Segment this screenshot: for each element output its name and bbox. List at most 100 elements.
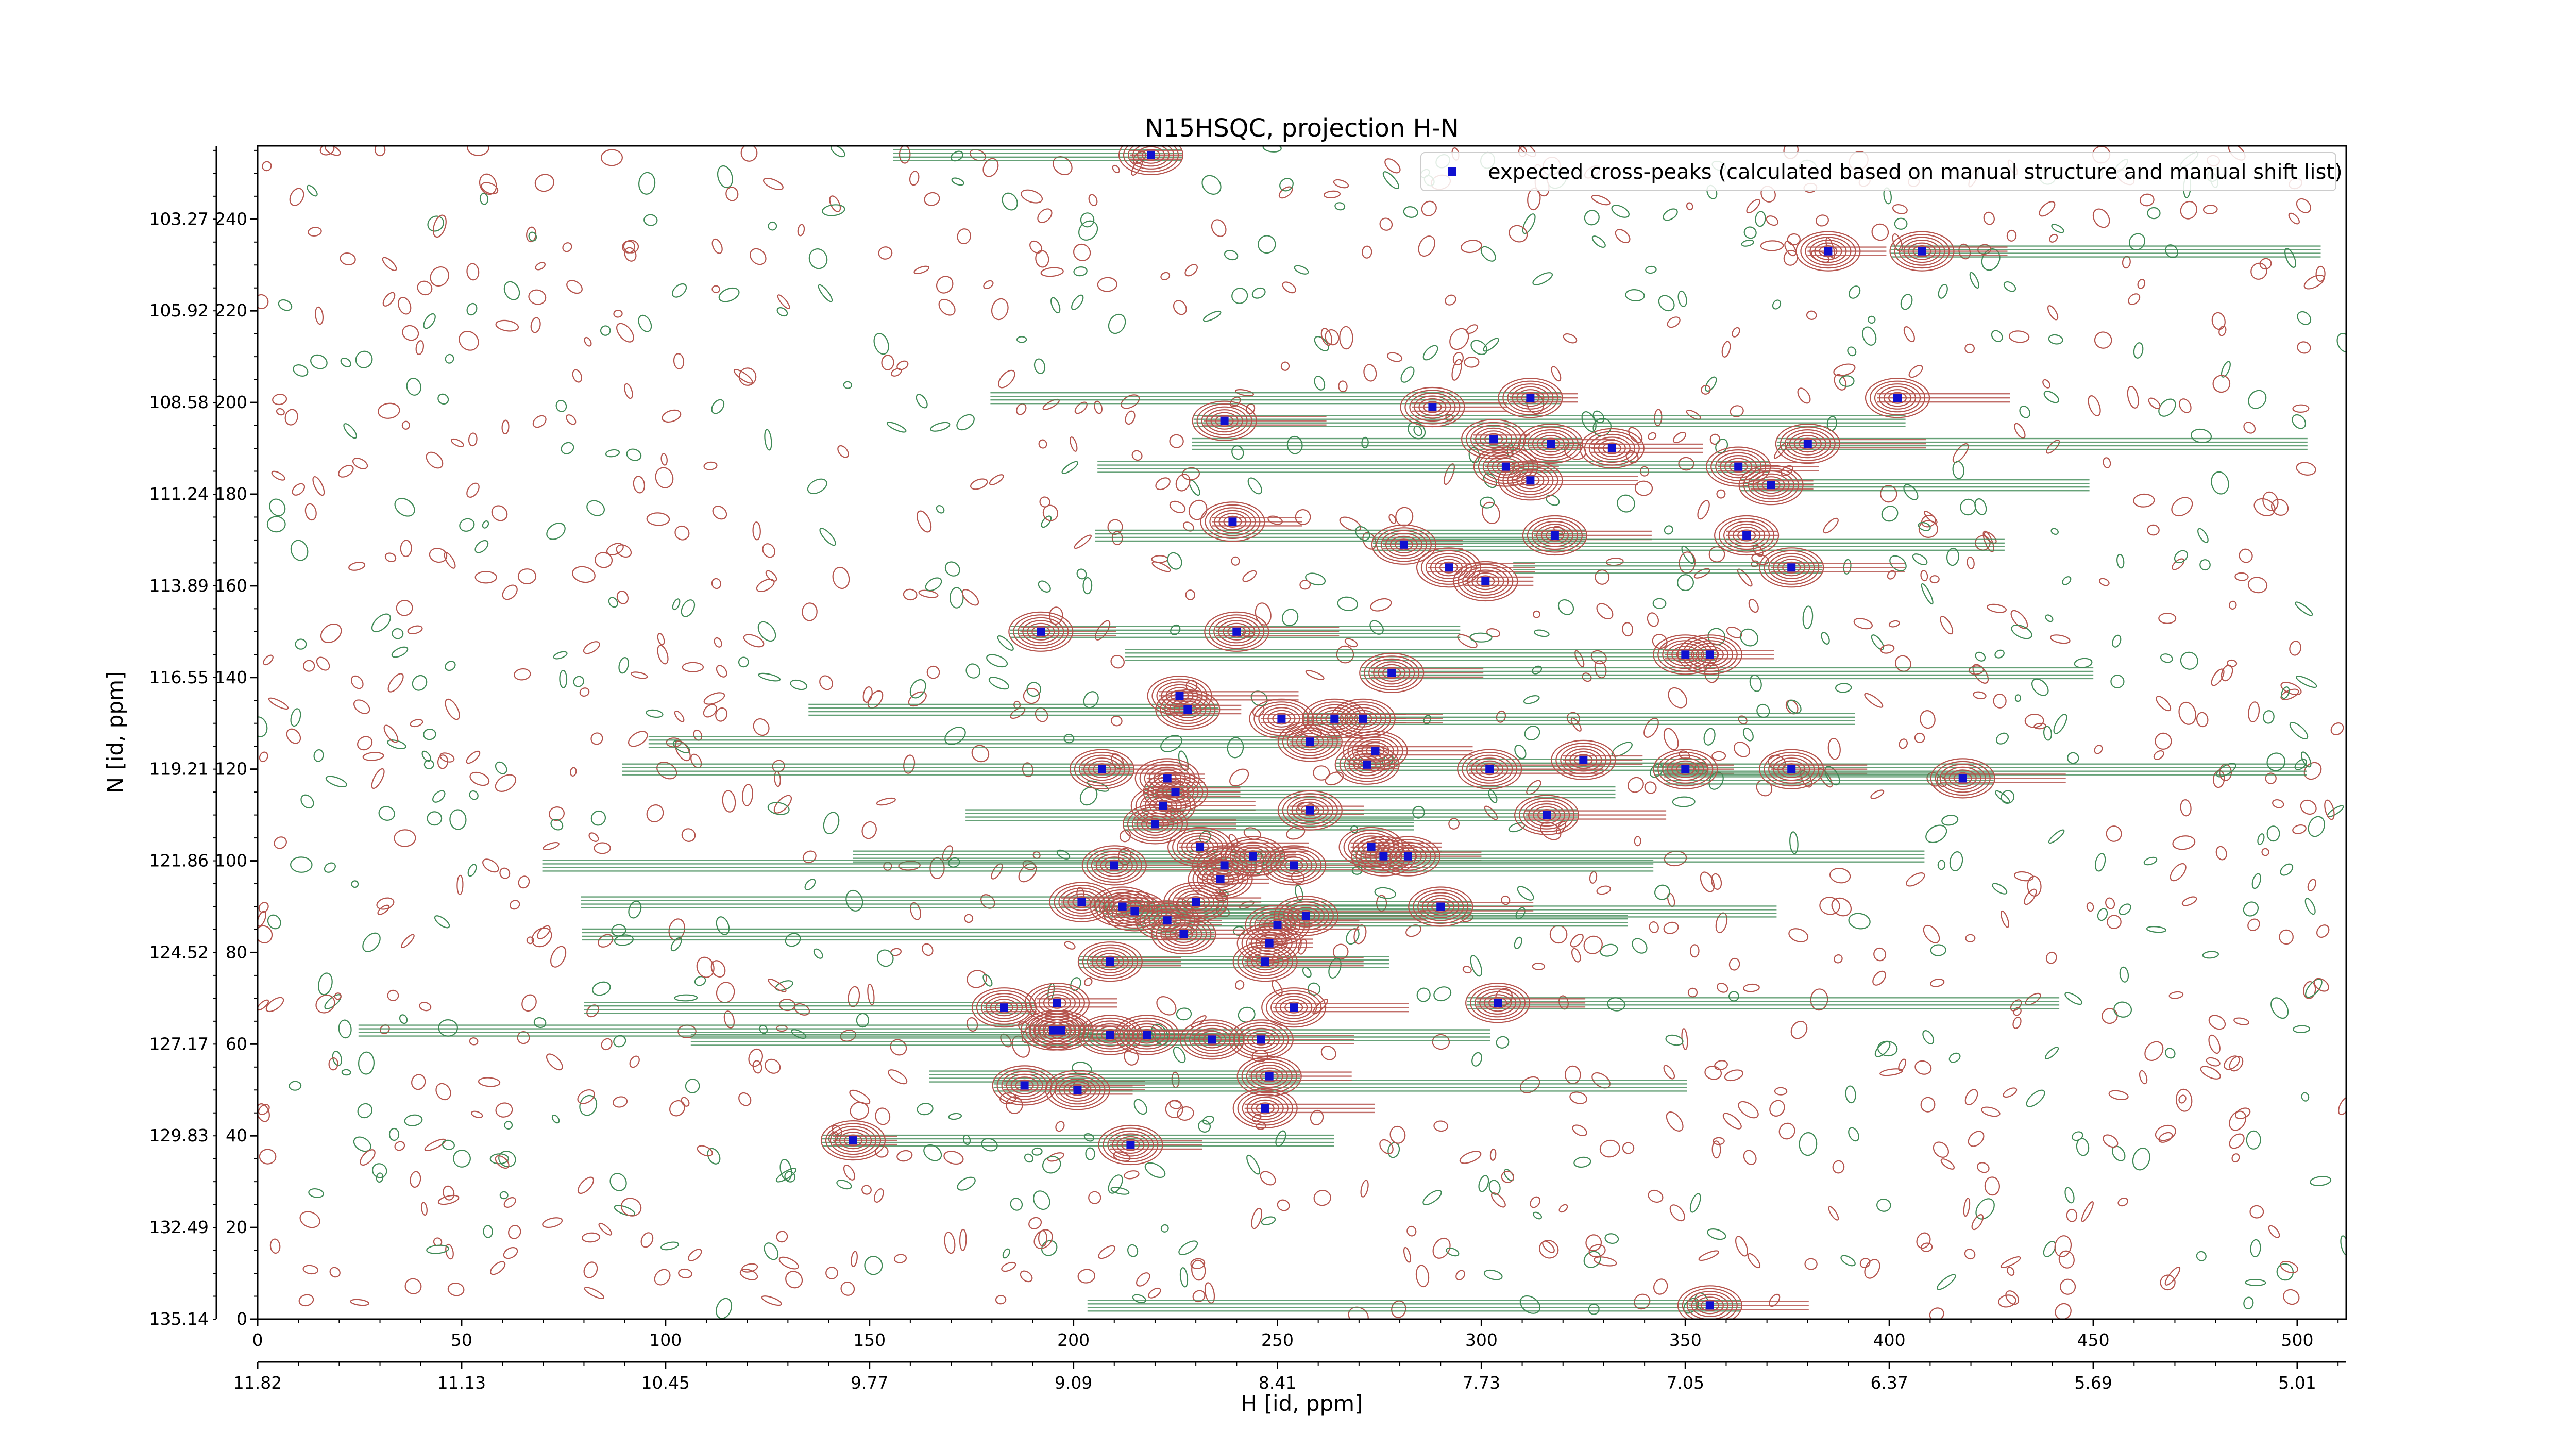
noise-contour xyxy=(756,579,775,592)
peak-contour xyxy=(1063,1081,1092,1099)
peak-marker xyxy=(1526,394,1535,402)
noise-contour xyxy=(1388,514,1397,524)
noise-contour xyxy=(1920,570,1928,582)
peak-contour xyxy=(1206,870,1234,888)
noise-contour xyxy=(2066,1208,2078,1222)
noise-contour xyxy=(258,902,269,913)
noise-contour xyxy=(498,1151,516,1168)
noise-contour xyxy=(340,357,351,367)
noise-contour xyxy=(1533,1211,1543,1220)
noise-contour xyxy=(424,1138,446,1152)
noise-contour xyxy=(1077,1269,1096,1284)
peak-contour xyxy=(1133,1026,1161,1044)
noise-contour xyxy=(1672,431,1687,444)
ppm-tick-label: 11.13 xyxy=(437,1373,486,1393)
noise-contour xyxy=(1314,375,1326,391)
noise-contour xyxy=(426,451,444,469)
peak-contour xyxy=(1470,985,1526,1020)
y-tick-label: 0 xyxy=(236,1309,247,1329)
noise-contour xyxy=(1592,417,1612,437)
noise-contour xyxy=(1188,499,1208,520)
noise-contour xyxy=(1110,715,1123,727)
noise-contour xyxy=(2292,404,2310,413)
peak-contour xyxy=(1768,553,1815,582)
noise-contour xyxy=(572,566,596,583)
noise-contour xyxy=(1470,955,1482,977)
peak-contour xyxy=(1423,401,1442,413)
noise-contour xyxy=(1941,815,1959,826)
peak-contour xyxy=(1247,1031,1275,1049)
peak-contour xyxy=(1187,896,1206,908)
noise-contour xyxy=(2127,385,2139,409)
noise-contour xyxy=(1384,158,1401,174)
noise-contour xyxy=(2234,572,2249,581)
peak-contour xyxy=(1182,893,1210,911)
peak-contour xyxy=(1507,383,1554,413)
noise-contour xyxy=(967,970,987,988)
noise-contour xyxy=(2231,1153,2240,1163)
peak-contour xyxy=(1087,1020,1133,1050)
peak-contour xyxy=(1256,1102,1275,1115)
noise-contour xyxy=(1689,944,1700,958)
peak-contour xyxy=(1286,796,1333,825)
noise-contour xyxy=(1789,831,1799,854)
peak-contour xyxy=(1325,713,1344,725)
peak-marker xyxy=(1290,1003,1298,1012)
peak-contour xyxy=(1286,727,1333,756)
y-ppm-tick-label: 108.58 xyxy=(149,392,209,412)
noise-contour xyxy=(501,419,510,435)
peak-contour xyxy=(1250,931,1288,955)
legend-marker-icon xyxy=(1448,167,1456,176)
noise-contour xyxy=(1963,1198,1971,1217)
noise-contour xyxy=(1432,1034,1450,1050)
noise-contour xyxy=(1175,474,1191,492)
noise-contour xyxy=(267,914,281,930)
noise-contour xyxy=(1663,728,1679,750)
peak-contour xyxy=(1365,845,1402,868)
peak-contour xyxy=(1096,953,1124,971)
noise-contour xyxy=(1717,983,1728,993)
noise-contour xyxy=(1053,156,1073,176)
peak-contour xyxy=(1602,442,1621,454)
noise-contour xyxy=(609,1173,627,1191)
peak-marker xyxy=(1073,1086,1082,1094)
noise-contour xyxy=(376,897,395,910)
peak-contour xyxy=(1420,550,1477,585)
peak-contour xyxy=(1067,893,1096,911)
noise-contour xyxy=(1466,324,1478,334)
noise-contour xyxy=(2094,331,2112,349)
noise-contour xyxy=(258,1103,270,1122)
noise-contour xyxy=(437,393,449,405)
noise-contour xyxy=(392,628,404,639)
noise-contour xyxy=(657,633,665,646)
peak-contour xyxy=(1784,429,1831,459)
noise-contour xyxy=(785,1271,803,1289)
plot-frame xyxy=(257,145,2347,1320)
peak-marker-layer xyxy=(849,150,1967,1310)
peak-contour xyxy=(1218,620,1256,644)
noise-contour xyxy=(1829,868,1851,884)
noise-contour xyxy=(2048,334,2063,345)
noise-contour xyxy=(2259,258,2272,270)
noise-contour xyxy=(1088,1191,1101,1204)
noise-contour xyxy=(1923,924,1940,943)
noise-contour xyxy=(1173,1046,1186,1064)
peak-contour xyxy=(1160,919,1207,949)
noise-contour xyxy=(881,355,894,370)
noise-contour xyxy=(2313,978,2329,992)
noise-contour xyxy=(1823,517,1839,534)
peak-contour xyxy=(1015,1079,1034,1091)
noise-contour xyxy=(429,548,448,563)
peak-contour xyxy=(1100,955,1120,968)
noise-contour xyxy=(561,442,574,454)
noise-contour xyxy=(495,1155,510,1169)
peak-contour xyxy=(1255,1067,1283,1085)
noise-contour xyxy=(1482,501,1500,524)
noise-contour xyxy=(258,925,273,943)
noise-contour xyxy=(417,280,433,296)
noise-contour xyxy=(762,543,776,558)
noise-contour xyxy=(1879,485,1897,503)
peak-contour xyxy=(1522,426,1579,461)
noise-contour xyxy=(358,1051,375,1075)
noise-contour xyxy=(1362,532,1377,550)
